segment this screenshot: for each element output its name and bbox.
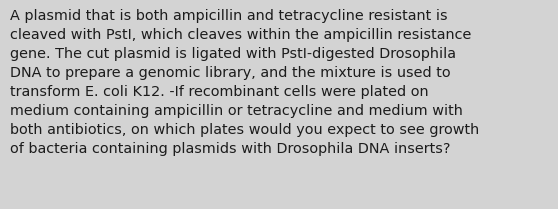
Text: A plasmid that is both ampicillin and tetracycline resistant is
cleaved with Pst: A plasmid that is both ampicillin and te… [10,9,479,156]
